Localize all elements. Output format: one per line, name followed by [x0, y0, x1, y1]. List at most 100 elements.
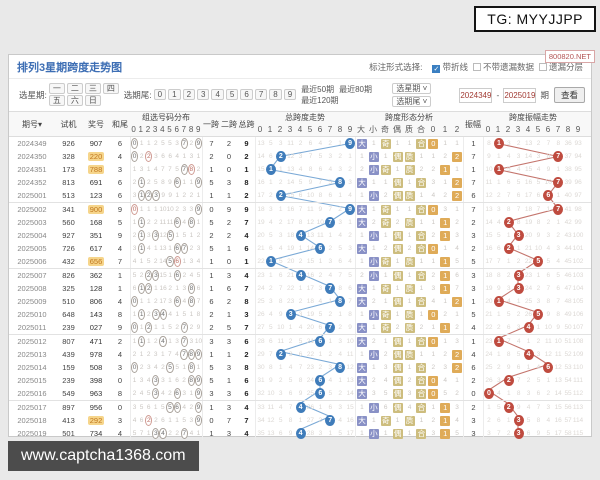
- period-cell: 2025017: [17, 403, 47, 412]
- span-value-circle: 2: [275, 151, 286, 162]
- digit-cell-9: 2: [195, 163, 202, 176]
- amplitude-trend-header-col-1: 1: [495, 125, 501, 134]
- digit-miss-count: 1: [139, 351, 144, 358]
- form-highlight-合: 合: [416, 362, 427, 373]
- form-col-偶: 1: [392, 282, 404, 295]
- span-miss-count: 3: [269, 298, 273, 305]
- tail-button-9[interactable]: 9: [283, 89, 297, 100]
- amplitude-miss-count: 7: [536, 206, 541, 213]
- tail-button-2[interactable]: 2: [182, 89, 196, 100]
- week-button-2[interactable]: 二: [66, 83, 83, 94]
- amplitude-miss-count: 114: [572, 417, 584, 424]
- tail-button-0[interactable]: 0: [153, 89, 167, 100]
- mark-option-1[interactable]: 不带遗漏数据: [472, 62, 534, 72]
- prize-value: 956: [89, 403, 103, 412]
- digit-miss-count: 3: [175, 338, 179, 345]
- period-column-header-sort[interactable]: 期号▾: [21, 119, 42, 129]
- range-from-input[interactable]: 2024349: [459, 87, 493, 103]
- amp-trend-col-8: 50: [563, 321, 573, 334]
- span-trend-col-4: 2: [296, 137, 306, 150]
- span-miss-count: 16: [346, 417, 354, 424]
- range-to-input[interactable]: 2025019: [503, 87, 537, 103]
- form-col-1: 1: [439, 295, 451, 308]
- digit-cell-6: 4: [174, 150, 181, 163]
- tail-button-6[interactable]: 6: [240, 89, 253, 100]
- test-number-cell: 813: [62, 178, 75, 187]
- view-button[interactable]: 查看: [553, 87, 585, 103]
- amplitude-miss-count: 8: [506, 351, 511, 358]
- digit-cell-9: 7: [195, 295, 202, 308]
- form-miss-count: 2: [395, 219, 400, 226]
- recent-range-link-1[interactable]: 最近80期: [339, 85, 372, 94]
- checkbox-checked-icon[interactable]: ✓: [432, 65, 441, 73]
- checkbox-unchecked-icon[interactable]: [472, 63, 481, 71]
- form-col-2: 2: [451, 150, 463, 163]
- amp-trend-col-5: 6: [533, 189, 543, 202]
- dropdown-0[interactable]: 选星期 ˅: [392, 83, 432, 94]
- digit-miss-count: 2: [189, 245, 194, 252]
- form-col-1: 3: [439, 203, 451, 216]
- digit-cell-0: 4: [131, 414, 138, 427]
- digit-miss-count: 9: [168, 192, 173, 199]
- amplitude-miss-count: 54: [564, 377, 572, 384]
- form-col-0: 1: [427, 348, 439, 361]
- mark-option-2[interactable]: 遗漏分层: [538, 62, 583, 72]
- amplitude-miss-count: 55: [564, 390, 572, 397]
- prize-value: 027: [89, 323, 103, 332]
- form-highlight-合: 合: [416, 243, 427, 254]
- tail-button-8[interactable]: 8: [269, 89, 282, 100]
- span-miss-count: 25: [257, 298, 265, 305]
- digit-cell-9: 1: [195, 216, 202, 229]
- span2-cell: 1: [226, 350, 232, 359]
- form-highlight-小: 小: [368, 164, 379, 175]
- form-col-小: 2: [368, 374, 380, 387]
- tail-button-4[interactable]: 4: [211, 89, 224, 100]
- week-button-4[interactable]: 四: [102, 83, 119, 94]
- amp-trend-col-9: 102: [573, 255, 584, 268]
- test-number-cell: 159: [62, 363, 75, 372]
- amplitude-trend-cells: 25 2 9 6 1 4 6 12 53 110: [483, 361, 583, 374]
- amplitude-miss-count: 9: [516, 404, 521, 411]
- span-trend-col-0: 18: [256, 203, 266, 216]
- total-span-cell: 8: [244, 297, 249, 306]
- amplitude-miss-count: 9: [546, 166, 551, 173]
- week-button-6[interactable]: 六: [66, 95, 83, 106]
- week-button-5[interactable]: 五: [48, 95, 65, 106]
- recent-range-link-0[interactable]: 最近50期: [301, 85, 335, 94]
- test-number-cell: 648: [62, 310, 75, 319]
- span-trend-col-8: 4: [335, 229, 345, 242]
- form-miss-count: 1: [455, 206, 459, 213]
- digit-miss-count: 1: [154, 324, 158, 331]
- digit-miss-count: 2: [182, 377, 186, 384]
- dropdown-1[interactable]: 选期尾 ˅: [392, 96, 432, 107]
- digit-cell-5: 1: [167, 269, 174, 282]
- amplitude-miss-count: 1: [546, 377, 551, 384]
- span-form-header-col-1: 1: [442, 125, 448, 134]
- span-miss-count: 7: [348, 298, 352, 305]
- span-trend-col-8: 3: [335, 401, 345, 414]
- mark-option-0[interactable]: ✓ 带折线: [432, 62, 468, 73]
- amp-trend-col-9: 95: [573, 163, 583, 176]
- week-button-1[interactable]: 一: [48, 83, 65, 94]
- checkbox-unchecked-icon[interactable]: [538, 63, 547, 71]
- span-trend-header-label: 总跨度走势: [285, 113, 325, 122]
- week-button-7[interactable]: 日: [84, 95, 101, 106]
- prize-cell: 788: [82, 163, 110, 176]
- form-col-小: 1: [368, 242, 380, 255]
- prize-cell: 508: [82, 361, 110, 374]
- digit-miss-count: 1: [139, 298, 144, 305]
- tail-button-7[interactable]: 7: [254, 89, 268, 100]
- span-form-header-col-合: 合: [417, 125, 425, 134]
- tail-button-3[interactable]: 3: [197, 89, 210, 100]
- tail-button-1[interactable]: 1: [168, 89, 181, 100]
- tail-button-5[interactable]: 5: [225, 89, 239, 100]
- span1-cell: 2: [202, 150, 220, 163]
- recent-range-link-2[interactable]: 最近120期: [301, 96, 339, 105]
- week-button-3[interactable]: 三: [84, 83, 101, 94]
- amplitude-miss-count: 5: [497, 404, 501, 411]
- form-col-大: 2: [356, 269, 368, 282]
